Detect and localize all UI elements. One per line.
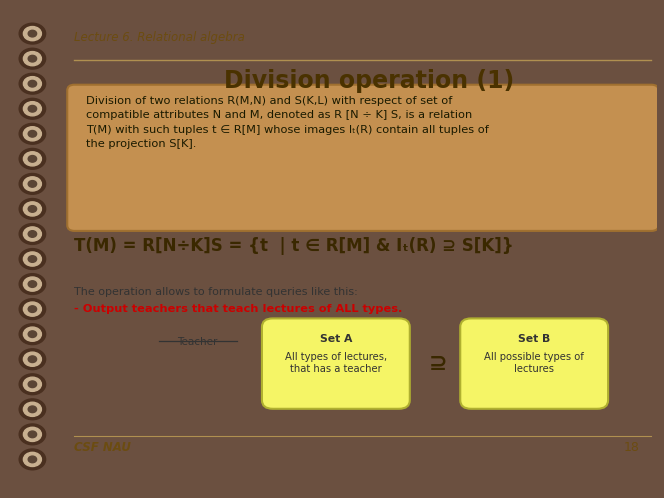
Circle shape bbox=[23, 152, 41, 166]
Circle shape bbox=[19, 424, 46, 445]
Circle shape bbox=[28, 306, 37, 312]
Circle shape bbox=[28, 331, 37, 338]
Text: Division operation (1): Division operation (1) bbox=[224, 69, 514, 93]
Circle shape bbox=[23, 427, 41, 441]
Text: Teacher: Teacher bbox=[177, 337, 218, 347]
Circle shape bbox=[23, 102, 41, 116]
Circle shape bbox=[28, 255, 37, 262]
Text: Lecture 6. Relational algebra: Lecture 6. Relational algebra bbox=[74, 31, 245, 44]
Circle shape bbox=[23, 177, 41, 191]
Circle shape bbox=[19, 173, 46, 194]
Circle shape bbox=[19, 299, 46, 320]
Circle shape bbox=[19, 249, 46, 269]
Circle shape bbox=[23, 77, 41, 91]
Circle shape bbox=[28, 381, 37, 387]
Text: - Output teachers that teach lectures of ALL types.: - Output teachers that teach lectures of… bbox=[74, 304, 403, 314]
Circle shape bbox=[23, 202, 41, 216]
Circle shape bbox=[19, 124, 46, 144]
Circle shape bbox=[28, 206, 37, 212]
Text: Set A: Set A bbox=[319, 334, 352, 344]
Circle shape bbox=[23, 377, 41, 391]
Circle shape bbox=[28, 55, 37, 62]
Circle shape bbox=[23, 227, 41, 241]
Circle shape bbox=[19, 449, 46, 470]
Circle shape bbox=[19, 199, 46, 219]
Circle shape bbox=[19, 23, 46, 44]
Circle shape bbox=[19, 349, 46, 370]
Circle shape bbox=[28, 356, 37, 363]
Circle shape bbox=[19, 98, 46, 119]
Circle shape bbox=[19, 399, 46, 420]
Circle shape bbox=[19, 73, 46, 94]
Circle shape bbox=[23, 302, 41, 316]
Circle shape bbox=[19, 148, 46, 169]
Circle shape bbox=[28, 130, 37, 137]
Circle shape bbox=[28, 231, 37, 238]
Circle shape bbox=[19, 324, 46, 345]
Text: CSF NAU: CSF NAU bbox=[74, 441, 131, 455]
Circle shape bbox=[19, 374, 46, 395]
Circle shape bbox=[28, 406, 37, 413]
Circle shape bbox=[23, 252, 41, 266]
Circle shape bbox=[28, 431, 37, 438]
Circle shape bbox=[28, 456, 37, 463]
Circle shape bbox=[23, 327, 41, 341]
Circle shape bbox=[23, 126, 41, 141]
Circle shape bbox=[19, 224, 46, 245]
Circle shape bbox=[28, 106, 37, 112]
Circle shape bbox=[28, 30, 37, 37]
Circle shape bbox=[23, 352, 41, 367]
FancyBboxPatch shape bbox=[67, 85, 659, 231]
Text: ⊇: ⊇ bbox=[429, 354, 448, 374]
Circle shape bbox=[28, 80, 37, 87]
Circle shape bbox=[19, 48, 46, 69]
Circle shape bbox=[28, 155, 37, 162]
Circle shape bbox=[28, 181, 37, 187]
FancyBboxPatch shape bbox=[262, 318, 410, 409]
Text: All possible types of
lectures: All possible types of lectures bbox=[484, 352, 584, 374]
Text: All types of lectures,
that has a teacher: All types of lectures, that has a teache… bbox=[285, 352, 387, 374]
Circle shape bbox=[23, 26, 41, 41]
Circle shape bbox=[23, 402, 41, 416]
Text: Division of two relations R(M,N) and S(K,L) with respect of set of
compatible at: Division of two relations R(M,N) and S(K… bbox=[86, 96, 489, 149]
Circle shape bbox=[28, 281, 37, 287]
Text: 18: 18 bbox=[623, 441, 639, 455]
Text: Set B: Set B bbox=[518, 334, 550, 344]
Circle shape bbox=[23, 277, 41, 291]
Text: The operation allows to formulate queries like this:: The operation allows to formulate querie… bbox=[74, 287, 358, 297]
FancyBboxPatch shape bbox=[460, 318, 608, 409]
Circle shape bbox=[19, 274, 46, 294]
Text: T(M) = R[N÷K]S = {t  | t ∈ R[M] & Iₜ(R) ⊇ S[K]}: T(M) = R[N÷K]S = {t | t ∈ R[M] & Iₜ(R) ⊇… bbox=[74, 237, 514, 255]
Circle shape bbox=[23, 52, 41, 66]
Circle shape bbox=[23, 452, 41, 467]
